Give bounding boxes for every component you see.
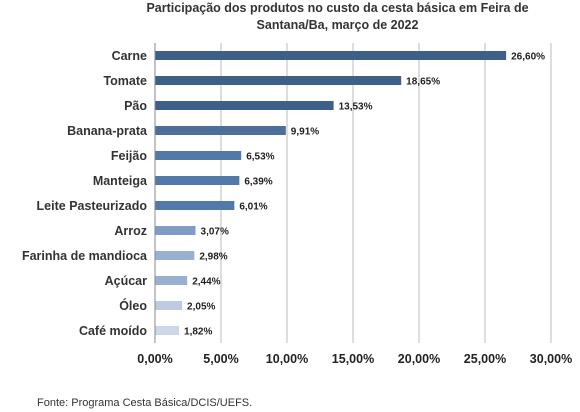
- category-label: Manteiga: [93, 174, 148, 188]
- bar: [155, 76, 402, 85]
- category-label: Açúcar: [105, 274, 148, 288]
- bar: [155, 226, 196, 235]
- bar: [155, 101, 334, 110]
- x-tick-label: 20,00%: [398, 352, 440, 366]
- x-tick-label: 10,00%: [266, 352, 308, 366]
- bar: [155, 201, 235, 210]
- category-label: Tomate: [103, 74, 147, 88]
- chart-title-line-1: Participação dos produtos no custo da ce…: [146, 1, 529, 15]
- category-label: Pão: [124, 99, 147, 113]
- data-label: 26,60%: [511, 52, 545, 63]
- category-label: Café moído: [79, 324, 147, 338]
- category-label: Farinha de mandioca: [22, 249, 148, 263]
- category-label: Arroz: [114, 224, 147, 238]
- data-label: 6,01%: [239, 202, 267, 213]
- x-tick-label: 15,00%: [332, 352, 374, 366]
- category-label: Leite Pasteurizado: [37, 199, 148, 213]
- bar: [155, 126, 286, 135]
- data-label: 18,65%: [406, 77, 440, 88]
- data-label: 1,82%: [184, 327, 212, 338]
- bar: [155, 326, 180, 335]
- bar: [155, 176, 240, 185]
- source-note: Fonte: Programa Cesta Básica/DCIS/UEFS.: [37, 397, 253, 409]
- bar: [155, 301, 183, 310]
- chart-title-line-2: Santana/Ba, março de 2022: [256, 18, 419, 32]
- category-label: Banana-prata: [67, 124, 148, 138]
- x-tick-label: 0,00%: [137, 352, 172, 366]
- bar: [155, 276, 188, 285]
- data-label: 2,44%: [192, 277, 220, 288]
- chart-title: Participação dos produtos no custo da ce…: [95, 0, 580, 34]
- data-label: 6,39%: [244, 177, 272, 188]
- data-label: 13,53%: [339, 102, 373, 113]
- bar: [155, 151, 242, 160]
- data-label: 9,91%: [291, 127, 319, 138]
- data-label: 3,07%: [201, 227, 229, 238]
- data-label: 2,05%: [187, 302, 215, 313]
- x-tick-label: 5,00%: [203, 352, 238, 366]
- category-label: Carne: [112, 49, 147, 63]
- data-label: 2,98%: [199, 252, 227, 263]
- category-label: Óleo: [119, 298, 147, 313]
- data-label: 6,53%: [246, 152, 274, 163]
- x-tick-label: 25,00%: [464, 352, 506, 366]
- bar: [155, 251, 195, 260]
- category-label: Feijão: [111, 149, 147, 163]
- x-tick-label: 30,00%: [530, 352, 572, 366]
- bar: [155, 51, 507, 60]
